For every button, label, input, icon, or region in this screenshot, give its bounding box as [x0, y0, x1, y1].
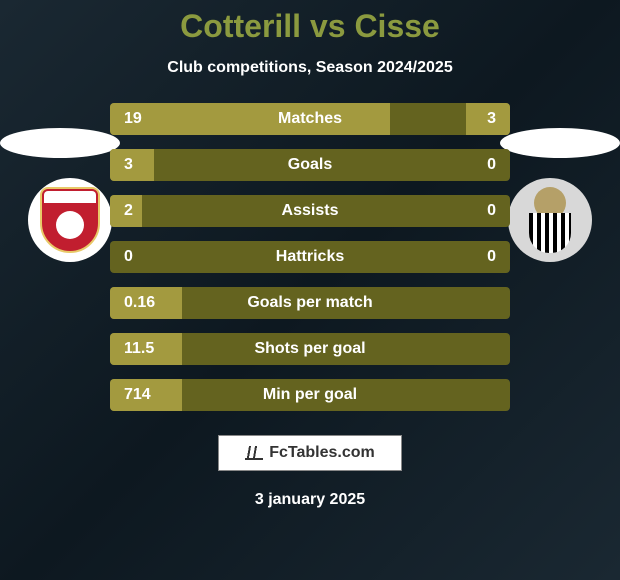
player-silhouette-left: [0, 128, 120, 158]
stat-label: Assists: [282, 202, 339, 220]
stat-value-right: 0: [487, 248, 496, 266]
stat-row: 0.16 Goals per match: [110, 287, 510, 319]
stat-label: Hattricks: [276, 248, 344, 266]
stat-label: Shots per goal: [254, 340, 365, 358]
stat-bar-left: [110, 103, 390, 135]
site-name: FcTables.com: [269, 444, 375, 462]
shield-icon: [517, 187, 583, 253]
stat-row: 19 Matches 3: [110, 103, 510, 135]
stat-label: Goals per match: [247, 294, 372, 312]
stat-row: 2 Assists 0: [110, 195, 510, 227]
stat-value-left: 11.5: [124, 340, 154, 358]
stat-value-right: 0: [487, 202, 496, 220]
player-silhouette-right: [500, 128, 620, 158]
stat-value-left: 19: [124, 110, 142, 128]
stat-value-left: 3: [124, 156, 133, 174]
comparison-card: Cotterill vs Cisse Club competitions, Se…: [0, 0, 620, 580]
stat-label: Matches: [278, 110, 342, 128]
page-title: Cotterill vs Cisse: [180, 8, 440, 45]
date-label: 3 january 2025: [255, 491, 365, 509]
stat-value-right: 0: [487, 156, 496, 174]
stat-row: 3 Goals 0: [110, 149, 510, 181]
shield-icon: [40, 187, 100, 253]
stats-list: 19 Matches 3 3 Goals 0 2 Assists 0 0 Hattricks 0 0.1…: [110, 103, 510, 411]
stat-value-left: 0: [124, 248, 133, 266]
stat-value-left: 2: [124, 202, 133, 220]
chart-icon: [245, 446, 263, 460]
stat-row: 714 Min per goal: [110, 379, 510, 411]
stat-row: 11.5 Shots per goal: [110, 333, 510, 365]
team-crest-left: [28, 178, 112, 262]
stat-value-left: 714: [124, 386, 151, 404]
team-crest-right: [508, 178, 592, 262]
stat-value-right: 3: [487, 110, 496, 128]
stat-value-left: 0.16: [124, 294, 155, 312]
stat-label: Min per goal: [263, 386, 357, 404]
watermark-link[interactable]: FcTables.com: [218, 435, 402, 471]
subtitle: Club competitions, Season 2024/2025: [167, 59, 452, 77]
stat-label: Goals: [288, 156, 332, 174]
stat-row: 0 Hattricks 0: [110, 241, 510, 273]
